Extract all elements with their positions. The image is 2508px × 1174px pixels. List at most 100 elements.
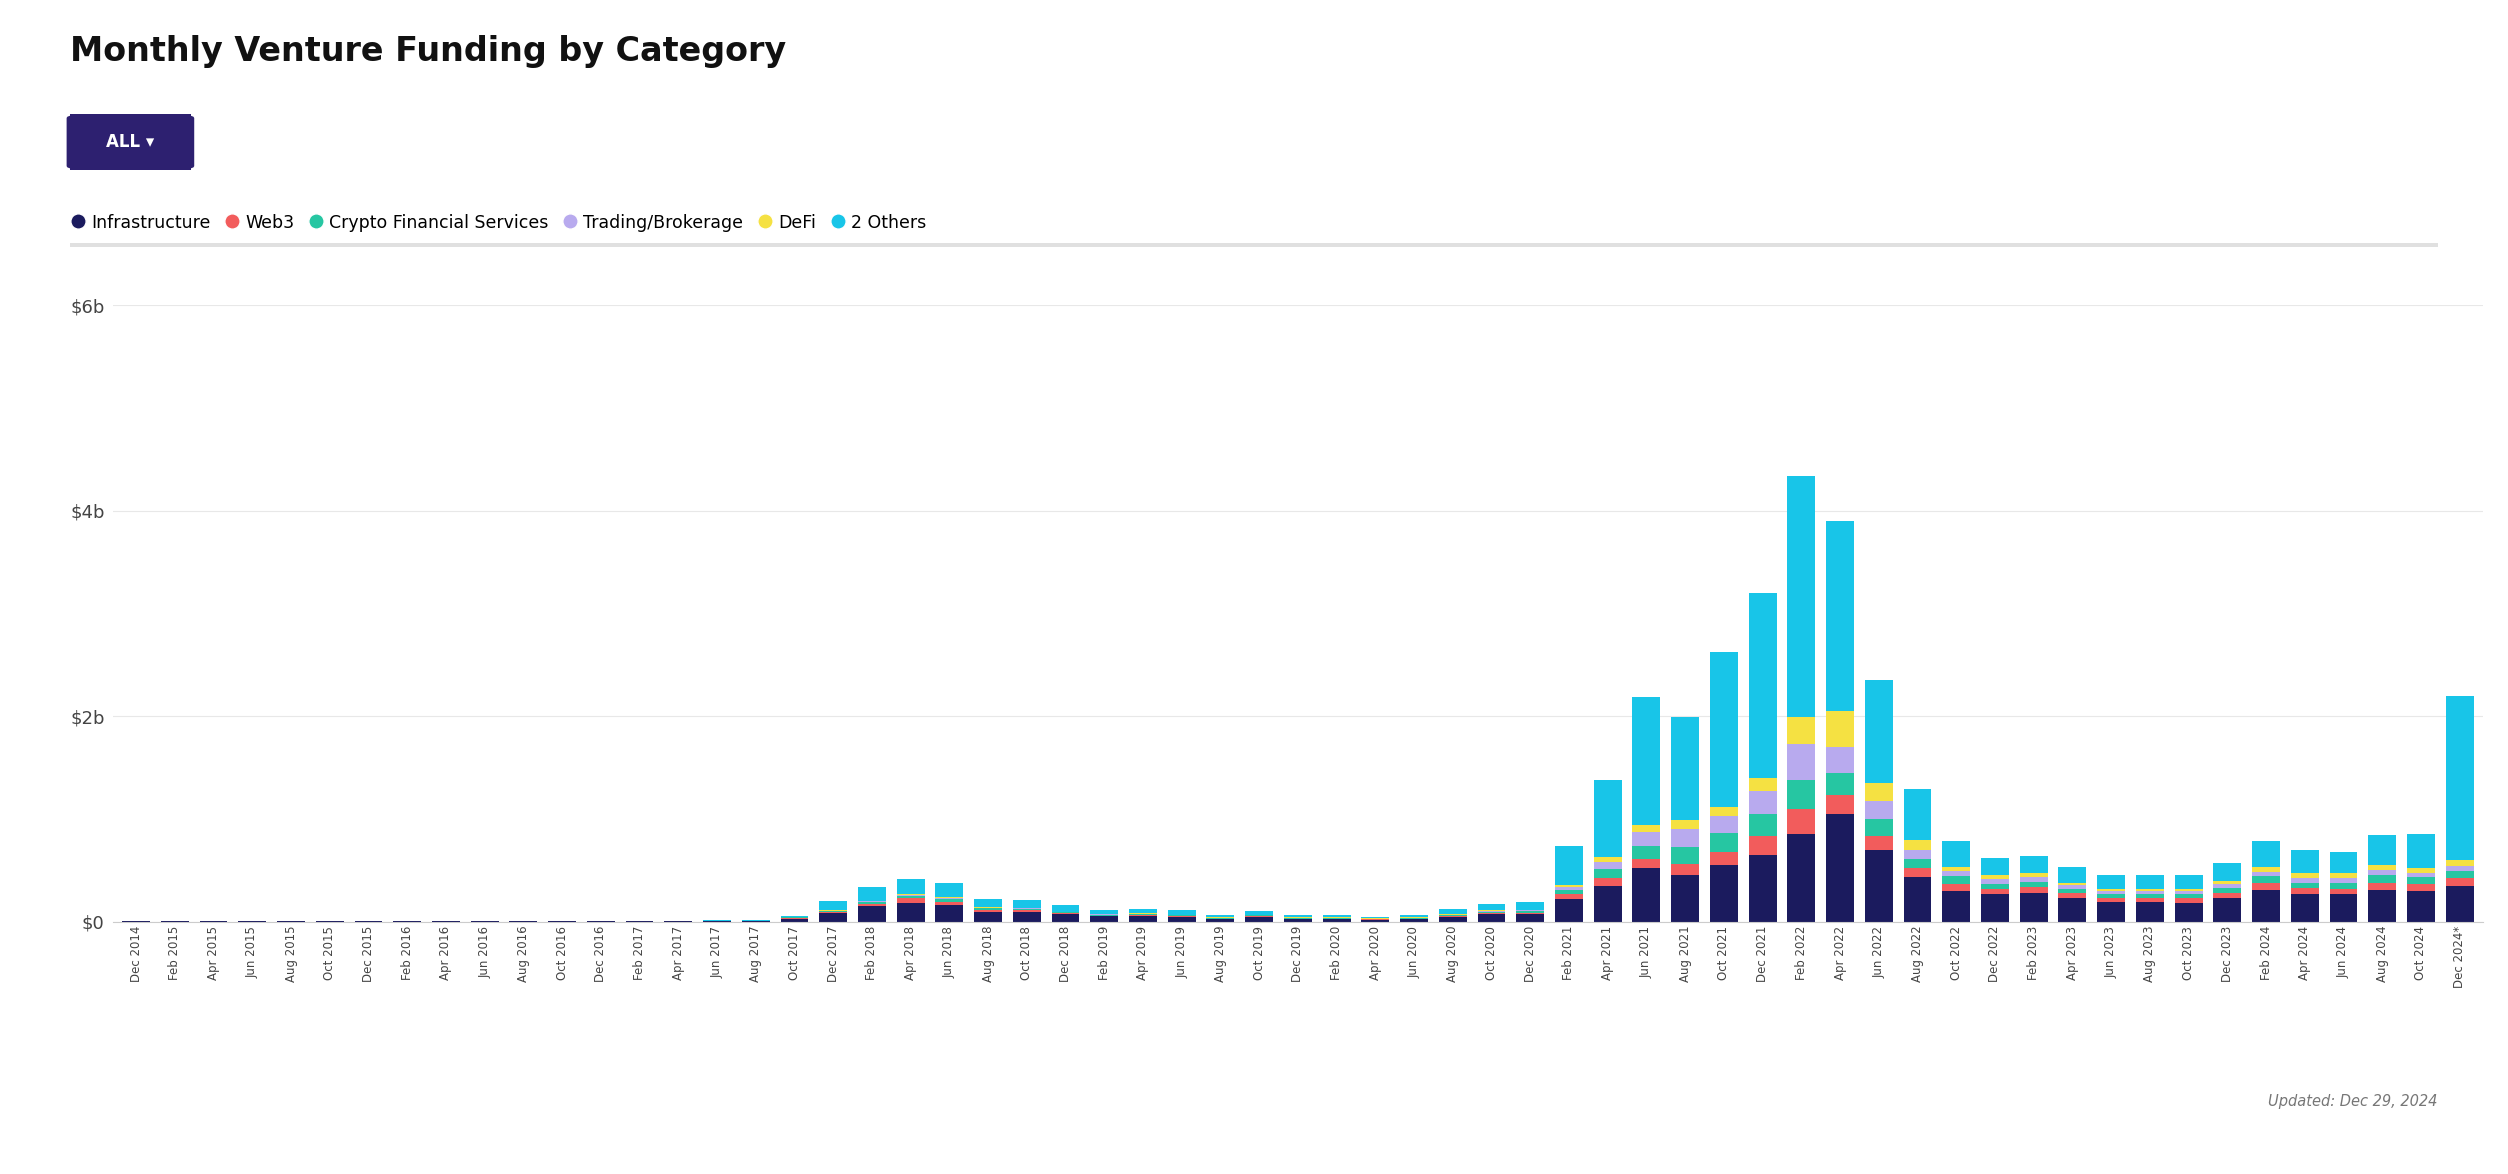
Bar [2137,898,2164,902]
Bar [2059,893,2087,898]
Bar [1904,789,1931,841]
Bar [1633,859,1660,869]
Bar [1670,876,1698,922]
Bar [1129,910,1156,913]
Bar [2215,863,2242,880]
Bar [2019,892,2047,922]
Bar [2408,884,2435,891]
Text: ALL ▾: ALL ▾ [105,133,155,151]
Bar [2174,903,2202,922]
Bar [1826,521,1853,711]
Bar [1904,850,1931,859]
Bar [2215,880,2242,884]
Bar [1091,910,1119,915]
Bar [1788,780,1816,809]
Bar [2215,892,2242,898]
Bar [2368,876,2395,883]
Bar [780,916,808,918]
Bar [2174,889,2202,891]
Bar [1710,816,1738,834]
Bar [1555,890,1583,895]
Bar [1593,869,1623,878]
Bar [2215,884,2242,888]
Bar [1013,911,1041,912]
Bar [820,912,848,913]
Bar [1748,593,1776,777]
Bar [820,913,848,922]
Bar [1051,905,1078,911]
Bar [1904,859,1931,869]
Bar [1866,783,1894,802]
Bar [2137,891,2164,893]
Bar [1555,899,1583,922]
Bar [2019,877,2047,882]
Bar [2059,883,2087,885]
Bar [1051,915,1078,922]
Bar [2174,891,2202,893]
Bar [1788,744,1816,780]
Bar [1670,846,1698,864]
Bar [2252,868,2280,872]
Bar [1670,819,1698,829]
Bar [1206,919,1234,922]
Bar [1981,879,2009,884]
Bar [1477,904,1505,910]
Text: Updated: Dec 29, 2024: Updated: Dec 29, 2024 [2267,1094,2438,1109]
Bar [1633,825,1660,832]
Bar [1555,846,1583,885]
Bar [1866,850,1894,922]
Legend: Infrastructure, Web3, Crypto Financial Services, Trading/Brokerage, DeFi, 2 Othe: Infrastructure, Web3, Crypto Financial S… [73,214,925,232]
Bar [1826,814,1853,922]
Bar [1710,653,1738,807]
Bar [1866,802,1894,819]
Bar [2408,872,2435,877]
Bar [2445,866,2473,871]
Bar [1593,862,1623,869]
Bar [820,900,848,910]
Bar [1517,902,1545,910]
Bar [1941,891,1971,922]
Bar [935,899,963,902]
Bar [1748,778,1776,791]
Bar [2059,889,2087,893]
Bar [1866,819,1894,836]
Bar [1904,869,1931,877]
Bar [2097,898,2124,902]
Bar [2330,852,2358,873]
Bar [1322,919,1349,922]
Bar [2097,893,2124,898]
Bar [2019,888,2047,892]
Bar [2097,891,2124,893]
Bar [1981,858,2009,876]
Bar [2330,889,2358,893]
Bar [1826,795,1853,814]
Bar [2330,883,2358,889]
Bar [2445,878,2473,885]
Bar [2290,888,2320,893]
Bar [898,878,925,893]
Bar [2368,865,2395,870]
Bar [1169,917,1196,922]
Bar [1788,475,1816,717]
Bar [2174,876,2202,889]
Bar [1670,864,1698,876]
Bar [2097,876,2124,889]
Bar [1322,916,1349,917]
Bar [973,912,1003,922]
Bar [1440,910,1467,915]
Bar [2368,870,2395,876]
Bar [2252,883,2280,890]
Bar [1981,884,2009,889]
Bar [1399,919,1427,922]
Bar [1244,911,1274,915]
Bar [1633,869,1660,922]
Bar [1206,916,1234,917]
Bar [2215,898,2242,922]
Bar [2137,876,2164,889]
Bar [1633,696,1660,825]
Bar [1284,919,1312,922]
Bar [2252,842,2280,868]
Bar [2408,834,2435,868]
Bar [2174,898,2202,903]
Bar [2137,893,2164,898]
